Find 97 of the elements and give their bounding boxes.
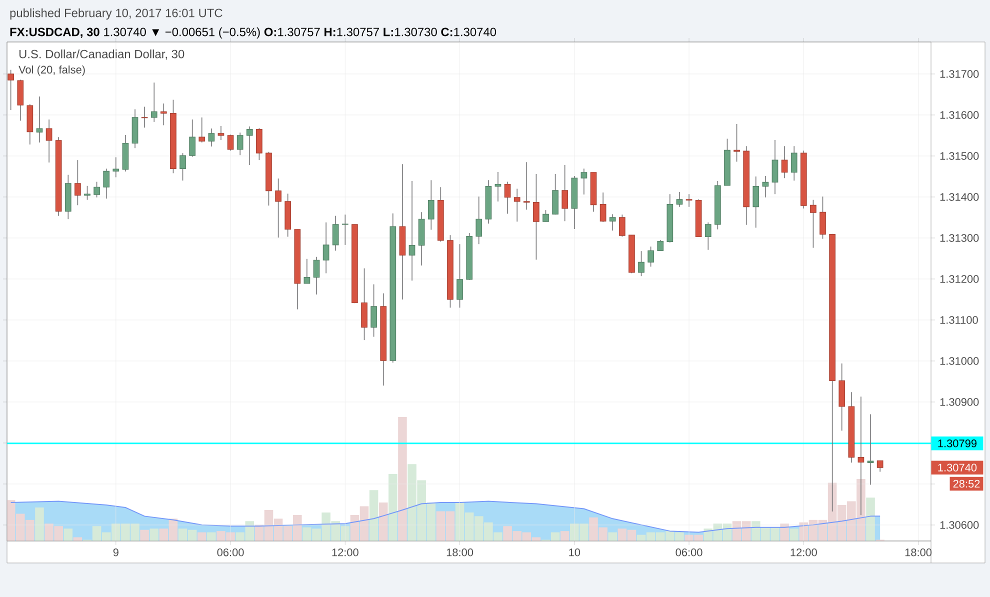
candlestick xyxy=(94,181,100,198)
y-tick-label: 1.30900 xyxy=(940,398,979,406)
candlestick xyxy=(304,258,310,284)
candlestick xyxy=(609,214,616,231)
candlestick xyxy=(46,119,52,163)
candlestick xyxy=(562,164,568,222)
candlestick xyxy=(772,140,778,195)
bar xyxy=(150,528,159,541)
y-tick-label: 1.31200 xyxy=(940,275,979,283)
candlestick xyxy=(180,152,186,181)
candlestick xyxy=(74,160,81,206)
candlestick xyxy=(198,117,206,143)
x-tick-label: 12:00 xyxy=(790,548,817,556)
y-tick-label: 1.31300 xyxy=(940,234,979,242)
candlestick xyxy=(150,82,158,122)
bar xyxy=(560,531,570,541)
bar xyxy=(378,502,388,541)
candlestick xyxy=(704,222,712,250)
y-tick-label: 1.30600 xyxy=(940,521,979,529)
y-tick-label: 1.31600 xyxy=(940,111,979,119)
text: 1.30740 xyxy=(938,464,977,472)
x-tick-label: 12:00 xyxy=(332,548,358,556)
candlestick xyxy=(533,174,540,260)
candlestick xyxy=(370,284,377,338)
candlestick xyxy=(676,192,683,208)
candlestick xyxy=(476,196,482,245)
bar xyxy=(388,474,398,541)
candlestick xyxy=(648,246,654,268)
candlestick xyxy=(428,180,434,230)
candlestick xyxy=(638,250,644,277)
x-tick-label: 06:00 xyxy=(676,548,702,556)
candlestick xyxy=(456,244,463,308)
text: 28:52 xyxy=(953,480,980,488)
candlestick xyxy=(504,181,511,214)
text: FX:USDCAD, 30 1.30740 ▼ −0.00651 (−0.5%) O:1.30757 H:1.30757 L:1.30730 C:1.30740 xyxy=(10,27,496,39)
candlestick xyxy=(867,414,874,486)
candlestick xyxy=(514,188,520,222)
candlestick xyxy=(8,69,14,110)
candlestick xyxy=(542,210,549,222)
candlestick xyxy=(112,156,120,178)
candlestick xyxy=(820,196,826,240)
bar xyxy=(866,498,875,541)
candlestick xyxy=(332,215,339,252)
x-tick-label: 10 xyxy=(569,548,580,556)
x-tick-label: 9 xyxy=(113,548,118,556)
y-tick-label: 1.31500 xyxy=(940,152,979,160)
bar xyxy=(140,530,149,541)
candlestick xyxy=(618,214,626,238)
bar xyxy=(790,528,798,541)
candlestick xyxy=(227,134,234,152)
bar xyxy=(608,532,618,541)
candlestick xyxy=(790,146,798,181)
annotation: Vol (20, false) xyxy=(18,66,85,76)
bar xyxy=(64,528,73,541)
candlestick xyxy=(189,119,196,158)
candlestick xyxy=(600,192,606,222)
candlestick xyxy=(686,194,692,208)
candlestick xyxy=(408,180,416,282)
candlestick xyxy=(236,132,244,156)
candlestick xyxy=(657,240,664,252)
candlestick xyxy=(246,126,253,166)
candlestick xyxy=(734,124,740,162)
candlestick xyxy=(141,106,148,128)
candlestick xyxy=(876,460,884,472)
candlestick xyxy=(322,222,330,274)
text: U.S. Dollar/Canadian Dollar, 30 xyxy=(19,50,184,60)
candlestick xyxy=(218,126,224,140)
candlestick xyxy=(523,162,530,210)
bar xyxy=(197,532,206,541)
candlestick xyxy=(781,146,788,179)
candlestick xyxy=(552,174,558,216)
bar xyxy=(35,508,44,541)
bar xyxy=(398,416,407,541)
candlestick xyxy=(810,199,816,248)
candlestick xyxy=(160,103,167,126)
x-tick-label: 18:00 xyxy=(905,548,932,556)
candlestick xyxy=(36,96,43,143)
text: published February 10, 2017 16:01 UTC xyxy=(10,8,222,20)
candlestick xyxy=(256,128,262,160)
y-tick-label: 1.31100 xyxy=(940,316,978,324)
y-tick-label: 1.31000 xyxy=(940,357,979,365)
candlestick xyxy=(580,168,588,195)
candlestick xyxy=(494,172,502,202)
bar xyxy=(369,490,378,541)
x-tick-label: 06:00 xyxy=(217,548,244,556)
y-tick-label: 1.31700 xyxy=(940,70,979,78)
candlestick xyxy=(752,176,760,228)
candlestick xyxy=(103,168,110,200)
x-tick-label: 18:00 xyxy=(446,548,474,556)
candlestick xyxy=(342,214,348,246)
y-tick-label: 1.31400 xyxy=(940,193,979,201)
candlestick xyxy=(275,178,282,238)
ref-line-label: 1.30799 xyxy=(938,440,976,448)
candlestick xyxy=(208,128,215,147)
candlestick xyxy=(313,256,320,295)
bar xyxy=(207,532,216,541)
candlestick xyxy=(762,176,769,198)
